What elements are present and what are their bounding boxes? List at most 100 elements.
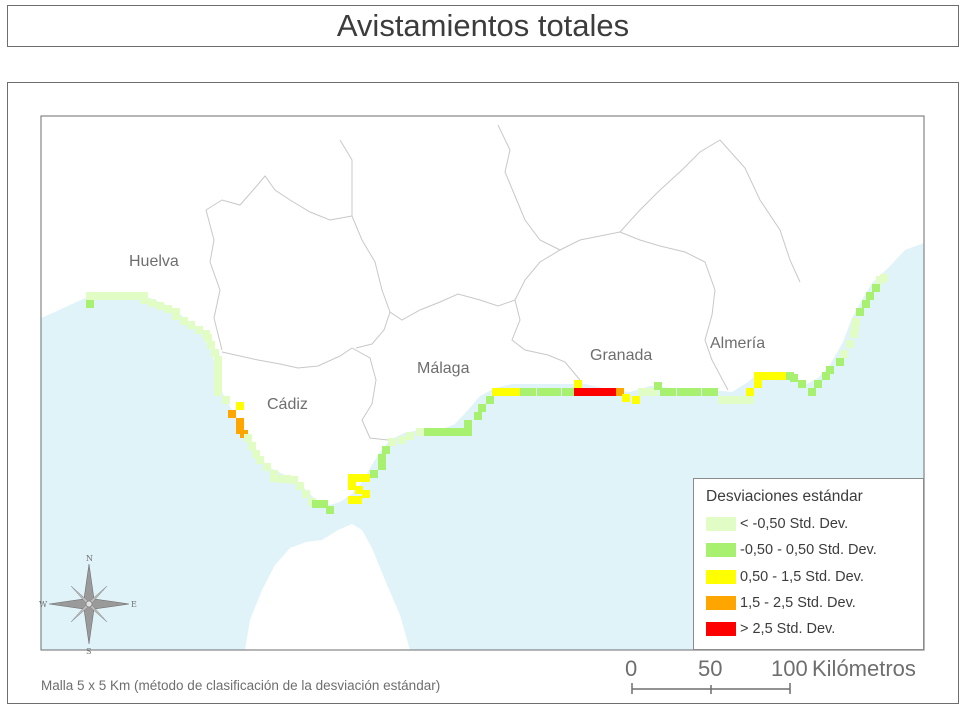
- grid-cell: [228, 410, 236, 418]
- legend-swatch: [706, 543, 736, 557]
- grid-cell: [610, 388, 618, 396]
- grid-cell: [296, 482, 304, 490]
- grid-cell: [464, 428, 472, 436]
- grid-cell: [622, 394, 630, 402]
- grid-cell: [754, 380, 762, 388]
- grid-cell: [432, 428, 440, 436]
- grid-cell: [440, 428, 448, 436]
- grid-cell: [814, 380, 822, 388]
- grid-cell: [270, 474, 278, 482]
- grid-cell: [616, 388, 624, 396]
- province-borders: [205, 124, 801, 441]
- map-title-text: Avistamientos totales: [336, 8, 630, 43]
- grid-cell: [588, 388, 596, 396]
- grid-cell: [362, 474, 370, 482]
- legend-label: -0,50 - 0,50 Std. Dev.: [740, 542, 877, 558]
- grid-cell: [739, 396, 747, 404]
- grid-cell: [856, 308, 864, 316]
- grid-cell: [378, 462, 386, 470]
- grid-cell: [448, 428, 456, 436]
- grid-cell: [256, 456, 264, 464]
- grid-cell: [638, 388, 646, 396]
- legend-swatch: [706, 517, 736, 531]
- scale-unit: Kilómetros: [812, 656, 916, 681]
- label-huelva: Huelva: [129, 253, 179, 270]
- grid-cell: [603, 388, 611, 396]
- grid-cell: [562, 388, 570, 396]
- grid-cell: [537, 388, 545, 396]
- grid-cell: [710, 388, 718, 396]
- grid-cell: [214, 368, 222, 376]
- grid-cell: [808, 388, 816, 396]
- grid-cell: [654, 382, 662, 390]
- grid-cell: [499, 388, 507, 396]
- grid-cell: [222, 396, 230, 404]
- grid-cell: [520, 388, 528, 396]
- grid-cell: [770, 372, 778, 380]
- grid-cell: [290, 476, 298, 484]
- legend-title: Desviaciones estándar: [706, 488, 863, 505]
- grid-cell: [370, 470, 378, 478]
- grid-cell: [406, 432, 414, 440]
- grid-cell: [86, 292, 94, 300]
- legend-label: 1,5 - 2,5 Std. Dev.: [740, 595, 856, 611]
- grid-cell: [836, 358, 844, 366]
- legend-label: 0,50 - 1,5 Std. Dev.: [740, 569, 864, 585]
- grid-cell: [528, 388, 536, 396]
- scale-tick-0: 0: [625, 656, 638, 681]
- grid-cell: [762, 372, 770, 380]
- grid-cell: [362, 490, 370, 498]
- grid-cell: [277, 475, 285, 483]
- grid-cell: [746, 388, 754, 396]
- grid-cell: [382, 446, 390, 454]
- compass-w: W: [39, 600, 48, 609]
- grid-cell: [826, 366, 834, 374]
- grid-cell: [172, 312, 180, 320]
- grid-cell: [456, 428, 464, 436]
- grid-cell: [574, 388, 582, 396]
- scale-tick-100: 100: [771, 656, 808, 681]
- grid-cell: [211, 349, 219, 357]
- grid-cell: [148, 299, 156, 307]
- grid-cell: [693, 388, 701, 396]
- grid-cell: [492, 388, 500, 396]
- grid-cell: [574, 380, 582, 388]
- grid-cell: [746, 396, 754, 404]
- grid-cell: [354, 496, 362, 504]
- grid-cell: [790, 374, 798, 382]
- grid-cell: [398, 436, 406, 444]
- grid-cell: [872, 284, 880, 292]
- grid-cell: [650, 388, 658, 396]
- label-cadiz: Cádiz: [267, 396, 308, 413]
- land-andalucia: [41, 116, 924, 506]
- grid-cell: [101, 292, 109, 300]
- grid-cell: [553, 388, 561, 396]
- grid-cell: [596, 388, 604, 396]
- grid-cell: [263, 463, 271, 471]
- grid-cell: [214, 360, 222, 368]
- grid-cell: [312, 500, 320, 508]
- grid-cell: [424, 428, 432, 436]
- land-africa: [245, 524, 410, 650]
- legend-swatch: [706, 622, 736, 636]
- grid-cell: [187, 321, 195, 329]
- grid-cell: [754, 372, 762, 380]
- grid-cell: [252, 450, 260, 458]
- grid-cell: [140, 296, 148, 304]
- grid-cell: [685, 388, 693, 396]
- grid-cell: [850, 330, 858, 338]
- grid-cell: [581, 388, 589, 396]
- grid-cell: [302, 490, 310, 498]
- grid-cell: [725, 396, 733, 404]
- grid-cell: [474, 412, 482, 420]
- grid-cell: [236, 402, 244, 410]
- grid-cell: [880, 274, 888, 282]
- grid-cell: [355, 486, 363, 494]
- grid-cell: [132, 292, 140, 300]
- grid-cell: [156, 302, 164, 310]
- grid-cell: [117, 292, 125, 300]
- grid-cell: [513, 388, 521, 396]
- grid-cells: [86, 274, 888, 514]
- grid-cell: [464, 420, 472, 428]
- grid-cell: [862, 300, 870, 308]
